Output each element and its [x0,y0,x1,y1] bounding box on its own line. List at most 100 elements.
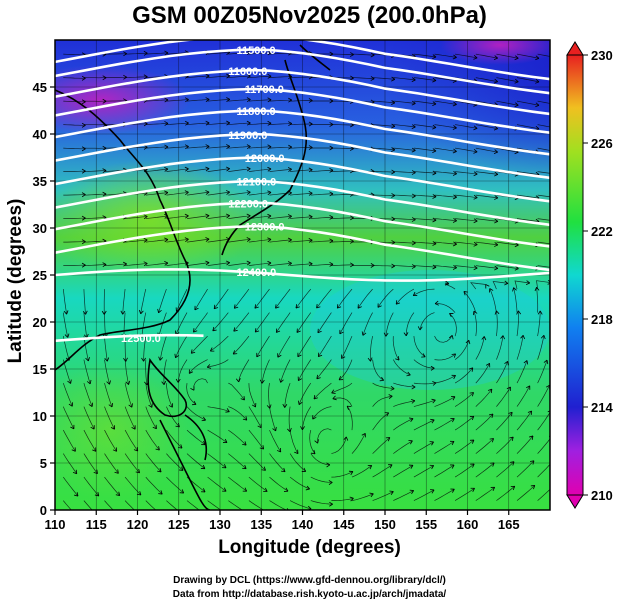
streamline [228,476,247,492]
colorbar-tick-label: 218 [591,312,613,327]
streamline [210,335,229,352]
streamline [434,100,457,105]
streamline [122,289,126,315]
streamline-arrowhead [157,308,162,314]
x-tick-label: 135 [250,517,272,532]
streamline [413,419,435,431]
streamline [248,406,262,428]
streamline [413,53,437,58]
streamline-arrowhead [494,265,499,271]
streamline-arrowhead [101,310,107,315]
streamline [186,238,210,243]
streamline-arrowhead [481,336,487,341]
streamline [63,453,78,474]
streamline-arrowhead [429,464,435,470]
streamline [125,216,148,219]
streamline [331,217,354,219]
streamline-arrowhead [308,238,313,243]
streamline [104,406,115,430]
streamline [297,359,312,381]
contour-line [55,87,550,134]
streamline [140,289,147,314]
streamline-arrowhead [473,171,478,177]
streamline [290,216,313,219]
streamline-arrowhead [361,433,366,438]
streamline [338,359,353,381]
streamline-arrowhead [556,172,560,176]
streamline [186,168,210,172]
streamline-arrowhead [504,360,509,366]
streamline-arrowhead [403,332,409,337]
streamline [186,500,200,510]
streamline [83,240,107,243]
streamline [207,145,230,149]
streamline [207,215,230,219]
streamline [310,263,334,266]
streamline-arrowhead [411,398,416,404]
streamline [537,53,550,57]
y-axis-label: Latitude (degrees) [5,198,26,364]
streamline [124,359,129,385]
streamline [473,310,477,337]
contour-line [55,40,550,81]
streamline [454,463,475,478]
streamline [372,491,394,501]
streamline [434,77,457,82]
streamline-arrowhead [240,396,245,401]
streamline [434,396,456,407]
streamline [166,429,183,449]
streamline [256,335,270,358]
streamline-arrowhead [192,400,197,406]
streamline [372,437,391,454]
chart-title: GSM 00Z05Nov2025 (200.0hPa) [132,2,487,29]
streamline-arrowhead [494,218,499,224]
streamline-arrowhead [452,125,457,130]
streamline-arrowhead [523,360,529,365]
streamline-arrowhead [357,304,362,309]
streamline [537,100,550,104]
streamline-arrowhead [473,54,478,60]
streamline-arrowhead [225,213,230,219]
streamline [331,382,353,394]
streamline-arrowhead [267,166,272,172]
streamline [277,335,291,358]
streamline [163,359,167,385]
streamline-arrowhead [487,388,493,394]
streamline-arrowhead [391,147,396,152]
streamline [248,168,272,172]
streamline-arrowhead [288,121,292,127]
streamline-arrowhead [158,356,163,361]
streamline [158,312,167,337]
streamline-arrowhead [331,389,336,394]
streamline-arrowhead [71,447,76,452]
streamline-arrowhead [530,484,536,490]
streamline [492,281,508,290]
streamline [393,171,416,174]
streamline-arrowhead [328,480,333,485]
streamline-arrowhead [283,487,289,492]
streamline-arrowhead [494,171,499,177]
streamline [124,336,127,362]
streamline-arrowhead [205,260,210,266]
streamline [176,288,188,312]
streamline [63,124,86,126]
streamline-arrowhead [242,464,247,470]
streamline [228,382,245,401]
streamline [228,215,251,219]
streamline-arrowhead [267,144,272,150]
streamline-arrowhead [123,357,128,362]
streamline-arrowhead [179,489,185,494]
streamline-arrowhead [184,190,189,196]
streamline-arrowhead [64,333,70,338]
streamline [280,359,291,383]
streamline-arrowhead [469,392,474,397]
streamline [331,240,354,243]
streamline [316,359,332,380]
streamline-arrowhead [543,359,549,365]
streamline-arrowhead [205,166,210,172]
streamline-arrowhead [225,408,230,413]
streamline [331,170,354,172]
streamline-arrowhead [242,416,248,421]
streamline [228,191,251,196]
